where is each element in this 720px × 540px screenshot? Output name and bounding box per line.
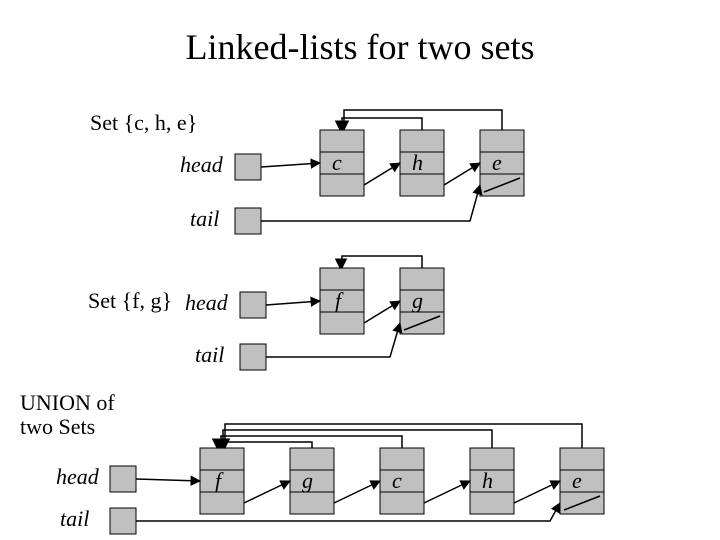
set1-tail-label: tail <box>190 206 219 231</box>
union-node-e: e <box>560 448 604 514</box>
set2-tail-label: tail <box>195 342 224 367</box>
set2-head-box <box>240 292 266 318</box>
union-node-f: f <box>200 448 244 514</box>
union-tail-label: tail <box>60 506 89 531</box>
set1-node-h-label: h <box>412 150 423 175</box>
set2-tail-box <box>240 344 266 370</box>
svg-text:e: e <box>572 468 582 493</box>
set2-node-f: f <box>320 268 364 334</box>
set2-label: Set {f, g} <box>88 288 172 313</box>
set2-node-g-label: g <box>412 288 423 313</box>
set1-head-box <box>235 154 261 180</box>
svg-text:h: h <box>482 468 493 493</box>
union-group: UNION of two Sets head tail f g c h e <box>20 390 604 534</box>
union-node-h: h <box>470 448 514 514</box>
set1-node-e: e <box>480 130 524 196</box>
set1-head-label: head <box>180 152 224 177</box>
union-label-line2: two Sets <box>20 414 95 439</box>
set1-node-c-label: c <box>332 150 342 175</box>
union-tail-box <box>110 508 136 534</box>
set2-group: Set {f, g} head tail f g <box>88 256 444 370</box>
union-head-label: head <box>56 464 100 489</box>
set1-node-e-label: e <box>492 150 502 175</box>
union-node-c: c <box>380 448 424 514</box>
svg-text:c: c <box>392 468 402 493</box>
set1-node-c: c <box>320 130 364 196</box>
svg-text:g: g <box>302 468 313 493</box>
set2-head-label: head <box>185 290 229 315</box>
set1-tail-box <box>235 208 261 234</box>
set1-tail-arrow <box>261 185 480 221</box>
union-head-box <box>110 466 136 492</box>
set2-node-g: g <box>400 268 444 334</box>
set1-node-h: h <box>400 130 444 196</box>
set1-head-arrow <box>261 163 320 167</box>
set1-label: Set {c, h, e} <box>90 110 197 135</box>
union-node-g: g <box>290 448 334 514</box>
set1-group: Set {c, h, e} head tail c h e <box>90 110 524 234</box>
union-label-line1: UNION of <box>20 390 115 415</box>
